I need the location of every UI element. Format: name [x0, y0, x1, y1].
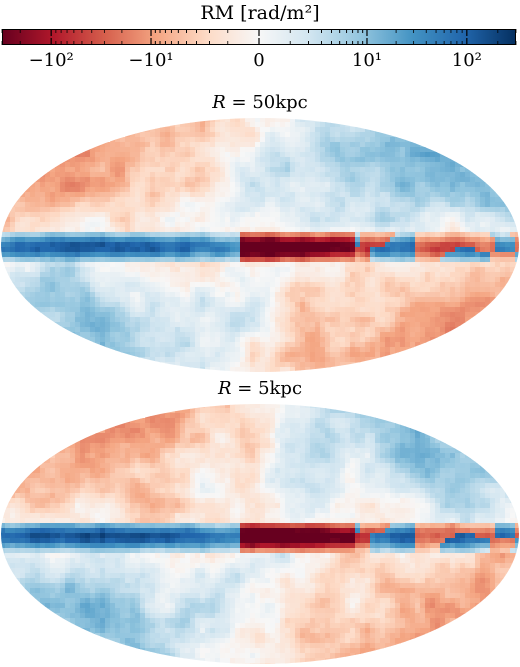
colorbar-tick-label: −10¹	[128, 50, 174, 71]
colorbar-title: RM [rad/m²]	[200, 2, 320, 24]
map-title-var: R	[217, 378, 232, 399]
map-title-50kpc: R = 50kpc	[0, 92, 520, 114]
map-title-eq: =	[231, 378, 259, 399]
mollweide-map-50kpc	[1, 118, 519, 372]
colorbar-tick-label: 10¹	[351, 50, 383, 71]
colorbar-tick-label: 10²	[451, 50, 482, 71]
colorbar-tick-label: −10²	[28, 50, 74, 71]
map-title-var: R	[212, 92, 226, 113]
map-title-val: 5kpc	[258, 378, 303, 399]
map-title-eq: =	[225, 92, 253, 113]
map-title-val: 50kpc	[252, 92, 308, 113]
rm-sky-pixels	[1, 118, 519, 372]
map-title-5kpc: R = 5kpc	[0, 378, 520, 400]
rm-sky-pixels	[1, 404, 519, 664]
colorbar-ticks	[1, 29, 517, 45]
mollweide-map-5kpc	[1, 404, 519, 664]
colorbar-tick-label: 0	[253, 50, 265, 71]
